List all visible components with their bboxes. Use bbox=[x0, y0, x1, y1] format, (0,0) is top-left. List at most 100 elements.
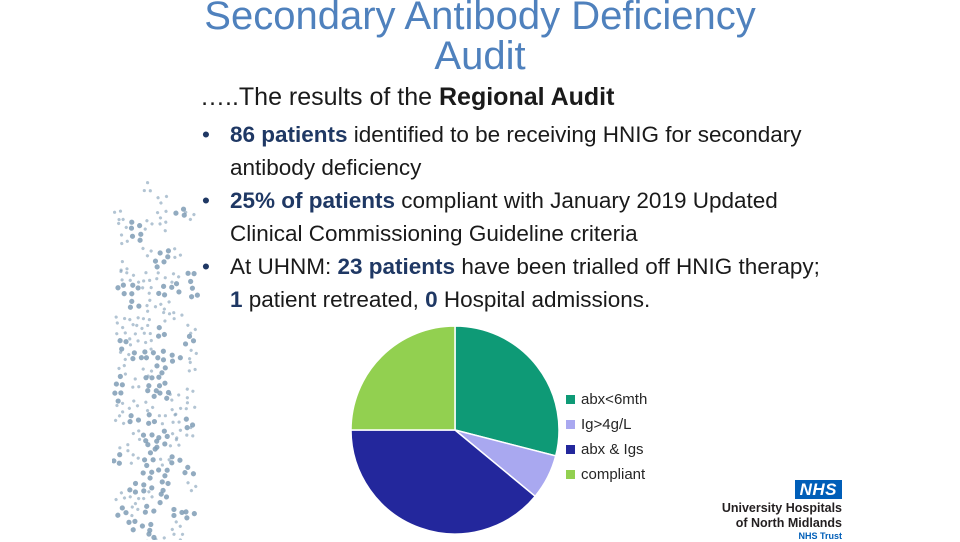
bullet-text: have been trialled off HNIG therapy; bbox=[455, 254, 820, 279]
antibody-icon bbox=[117, 363, 128, 376]
antibody-icon bbox=[156, 467, 170, 479]
antibody-icon bbox=[118, 350, 131, 362]
antibody-icon bbox=[185, 387, 195, 400]
antibody-icon bbox=[155, 209, 168, 220]
antibody-icon bbox=[115, 282, 127, 297]
antibody-icon bbox=[130, 350, 145, 362]
antibody-icon bbox=[170, 272, 181, 284]
intro-prefix: …..The results of the bbox=[200, 83, 439, 111]
intro-bold: Regional Audit bbox=[439, 83, 615, 111]
antibody-icon bbox=[127, 298, 142, 310]
legend-label: compliant bbox=[581, 466, 646, 483]
antibody-icon bbox=[186, 481, 198, 493]
nhs-trust-label: NHS Trust bbox=[798, 531, 842, 541]
antibody-icon bbox=[139, 521, 154, 533]
antibody-icon bbox=[114, 414, 126, 425]
antibody-icon bbox=[142, 503, 157, 515]
bullet-highlight: 23 patients bbox=[337, 254, 456, 279]
legend-swatch bbox=[566, 420, 575, 429]
antibody-icon bbox=[156, 283, 168, 298]
antibody-icon bbox=[159, 479, 171, 494]
bullet-list: 86 patients identified to be receiving H… bbox=[200, 118, 820, 316]
antibody-icon bbox=[172, 532, 185, 540]
intro-line: …..The results of the Regional Audit bbox=[200, 83, 614, 112]
antibody-icon bbox=[168, 438, 181, 448]
antibody-icon bbox=[171, 506, 185, 519]
antibody-icon bbox=[155, 348, 167, 363]
antibody-icon bbox=[173, 247, 183, 259]
bullet-highlight: 1 bbox=[230, 287, 243, 312]
antibody-icon bbox=[158, 457, 171, 467]
antibody-icon bbox=[157, 491, 170, 506]
antibody-icon bbox=[115, 401, 125, 414]
antibody-icon bbox=[156, 428, 170, 441]
bullet-highlight: 0 bbox=[425, 287, 438, 312]
antibody-icon bbox=[162, 310, 172, 323]
antibody-icon bbox=[129, 453, 140, 465]
nhs-badge: NHS bbox=[794, 480, 842, 499]
antibody-icon bbox=[141, 309, 151, 322]
antibody-icon bbox=[119, 269, 129, 282]
legend-item: Ig>4g/L bbox=[566, 412, 647, 437]
antibody-icon bbox=[128, 495, 141, 506]
antibody-icon bbox=[143, 219, 154, 231]
bullet-text: compliant with January 2019 Updated Clin… bbox=[230, 188, 778, 246]
title-line-2: Audit bbox=[434, 34, 526, 78]
bullet-text: patient retreated, bbox=[242, 287, 426, 312]
antibody-icon bbox=[133, 323, 144, 336]
legend-swatch bbox=[566, 445, 575, 454]
antibody-icon bbox=[169, 352, 183, 364]
antibody-icon bbox=[142, 271, 152, 283]
antibody-icon bbox=[131, 429, 142, 441]
antibody-icon bbox=[157, 248, 172, 260]
antibody-icon bbox=[142, 323, 152, 336]
antibody-icon bbox=[141, 285, 153, 295]
antibody-icon bbox=[114, 491, 127, 502]
antibody-icon bbox=[141, 482, 155, 494]
antibody-icon bbox=[157, 389, 172, 401]
antibody-icon bbox=[184, 210, 196, 222]
antibody-icon bbox=[118, 443, 130, 453]
pie-chart bbox=[350, 325, 560, 535]
antibody-icon bbox=[145, 298, 158, 309]
antibody-icon bbox=[141, 457, 156, 469]
antibody-icon bbox=[128, 219, 143, 231]
bullet-highlight: 25% of patients bbox=[230, 188, 396, 213]
antibody-icon bbox=[144, 400, 155, 413]
antibody-icon bbox=[112, 209, 123, 222]
pie-slice-abx-6mth bbox=[454, 325, 560, 457]
pie-slice-abx-igs bbox=[350, 429, 537, 535]
legend-label: abx & Igs bbox=[581, 441, 644, 458]
antibody-icon bbox=[142, 349, 156, 361]
antibody-icon bbox=[115, 505, 129, 518]
legend-swatch bbox=[566, 470, 575, 479]
bullet-item: 86 patients identified to be receiving H… bbox=[200, 118, 820, 184]
antibody-icon bbox=[130, 505, 140, 518]
antibody-icon bbox=[119, 233, 129, 246]
antibody-icon bbox=[170, 428, 183, 440]
bullet-text: identified to be receiving HNIG for seco… bbox=[230, 122, 802, 180]
antibody-icon bbox=[185, 270, 197, 285]
bullet-item: At UHNM: 23 patients have been trialled … bbox=[200, 250, 820, 316]
antibody-icon bbox=[117, 217, 128, 230]
antibody-icon bbox=[156, 194, 169, 205]
antibody-icon bbox=[117, 338, 129, 352]
bullet-item: 25% of patients compliant with January 2… bbox=[200, 184, 820, 250]
antibody-icon bbox=[141, 246, 153, 258]
bullet-text: At UHNM: bbox=[230, 254, 338, 279]
antibody-icon bbox=[152, 258, 167, 270]
nhs-logo: NHS University Hospitals of North Midlan… bbox=[710, 480, 842, 542]
antibody-icon bbox=[159, 300, 171, 311]
antibody-icon bbox=[127, 480, 139, 495]
legend-item: abx<6mth bbox=[566, 387, 647, 412]
antibody-icon bbox=[128, 316, 140, 327]
antibody-icon bbox=[113, 373, 125, 388]
title-line-1: Secondary Antibody Deficiency bbox=[204, 0, 756, 38]
antibody-icon bbox=[169, 454, 183, 466]
antibody-icon bbox=[188, 285, 200, 300]
antibody-icon bbox=[142, 490, 154, 501]
bullet-highlight: 86 patients bbox=[230, 122, 348, 147]
antibody-icon bbox=[140, 432, 155, 444]
antibody-icon bbox=[182, 464, 197, 477]
